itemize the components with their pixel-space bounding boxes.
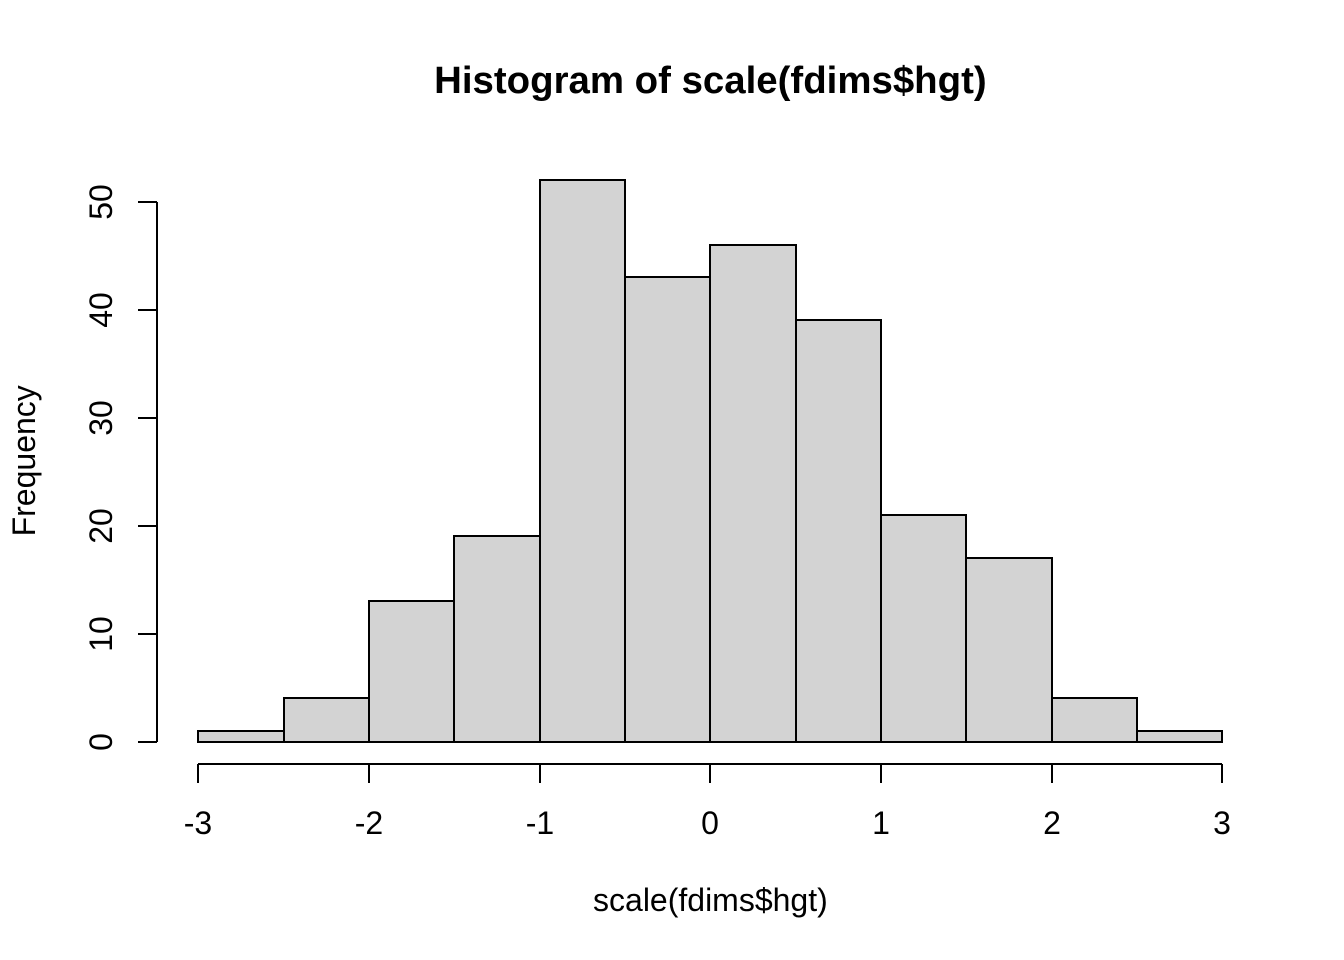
x-tick-label: 3 — [1213, 805, 1231, 841]
x-tick-label: 2 — [1043, 805, 1061, 841]
histogram-bar — [539, 179, 626, 743]
y-tick-label: 0 — [83, 733, 119, 751]
chart-title: Histogram of scale(fdims$hgt) — [434, 59, 986, 102]
histogram-bar — [1136, 730, 1223, 743]
y-axis-title: Frequency — [6, 385, 42, 536]
histogram-bar — [453, 535, 541, 743]
x-tick-label: -2 — [355, 805, 383, 841]
x-axis-title: scale(fdims$hgt) — [593, 882, 828, 918]
y-tick-label: 40 — [83, 292, 119, 328]
x-tick-label: -1 — [526, 805, 554, 841]
histogram-bar — [197, 730, 285, 743]
histogram-bar — [880, 514, 967, 743]
histogram-bar — [965, 557, 1053, 743]
histogram-bar — [1051, 697, 1138, 743]
histogram-bar — [795, 319, 882, 743]
y-tick-label: 50 — [83, 184, 119, 220]
histogram-bar — [709, 244, 797, 743]
y-tick-label: 10 — [83, 616, 119, 652]
x-tick-label: 0 — [701, 805, 719, 841]
bars-group — [197, 179, 1223, 743]
histogram-bar — [624, 276, 711, 743]
y-tick-label: 30 — [83, 400, 119, 436]
histogram-bar — [283, 697, 370, 743]
histogram-bar — [368, 600, 455, 743]
y-tick-label: 20 — [83, 508, 119, 544]
x-tick-label: 1 — [872, 805, 890, 841]
x-tick-label: -3 — [184, 805, 212, 841]
